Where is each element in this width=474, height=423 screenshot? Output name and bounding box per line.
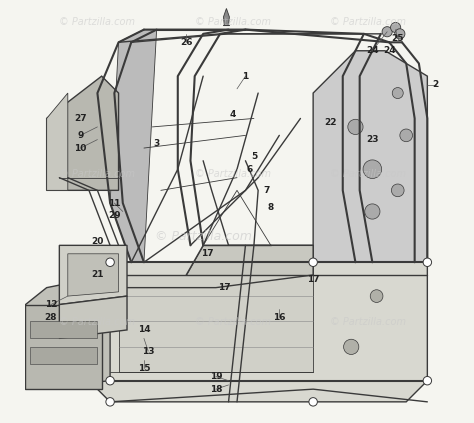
Text: 6: 6 bbox=[246, 165, 253, 174]
Text: 21: 21 bbox=[91, 270, 104, 280]
Polygon shape bbox=[26, 305, 101, 389]
Text: © Partzilla.com: © Partzilla.com bbox=[195, 169, 271, 179]
Text: 24: 24 bbox=[383, 46, 396, 55]
Circle shape bbox=[348, 119, 363, 135]
Text: 5: 5 bbox=[251, 152, 257, 161]
Text: © Partzilla.com: © Partzilla.com bbox=[330, 317, 406, 327]
Text: 14: 14 bbox=[137, 325, 150, 335]
Text: © Partzilla.com: © Partzilla.com bbox=[330, 169, 406, 179]
Text: 12: 12 bbox=[45, 300, 57, 309]
Text: 19: 19 bbox=[210, 372, 222, 381]
Text: 4: 4 bbox=[229, 110, 236, 119]
Text: © Partzilla.com: © Partzilla.com bbox=[59, 317, 136, 327]
Text: 9: 9 bbox=[77, 131, 84, 140]
Text: © Partzilla.com: © Partzilla.com bbox=[195, 17, 271, 27]
Text: 3: 3 bbox=[154, 139, 160, 148]
Circle shape bbox=[147, 324, 158, 335]
Polygon shape bbox=[68, 254, 118, 296]
Text: 25: 25 bbox=[392, 33, 404, 43]
Circle shape bbox=[370, 290, 383, 302]
Text: 17: 17 bbox=[201, 249, 214, 258]
Circle shape bbox=[423, 258, 432, 266]
Polygon shape bbox=[59, 245, 127, 305]
Polygon shape bbox=[59, 296, 127, 338]
Text: 8: 8 bbox=[268, 203, 274, 212]
Text: 26: 26 bbox=[180, 38, 192, 47]
Text: 17: 17 bbox=[307, 275, 319, 284]
Polygon shape bbox=[46, 76, 118, 190]
Text: © Partzilla.com: © Partzilla.com bbox=[59, 17, 136, 27]
Circle shape bbox=[392, 184, 404, 197]
Circle shape bbox=[272, 339, 287, 354]
Text: 16: 16 bbox=[273, 313, 285, 322]
Circle shape bbox=[309, 398, 318, 406]
Text: 24: 24 bbox=[366, 46, 379, 55]
Circle shape bbox=[400, 129, 412, 142]
Polygon shape bbox=[223, 8, 229, 25]
Circle shape bbox=[309, 258, 318, 266]
Text: 10: 10 bbox=[74, 143, 87, 153]
Polygon shape bbox=[30, 347, 98, 364]
Text: © Partzilla.com: © Partzilla.com bbox=[330, 17, 406, 27]
Circle shape bbox=[392, 88, 403, 99]
Text: © Partzilla.com: © Partzilla.com bbox=[155, 231, 252, 243]
Text: 2: 2 bbox=[433, 80, 439, 89]
Text: 1: 1 bbox=[242, 71, 248, 81]
Text: 28: 28 bbox=[45, 313, 57, 322]
Text: © Partzilla.com: © Partzilla.com bbox=[59, 169, 136, 179]
Circle shape bbox=[382, 27, 392, 37]
Text: 29: 29 bbox=[108, 211, 121, 220]
Circle shape bbox=[106, 398, 114, 406]
Text: 23: 23 bbox=[366, 135, 379, 144]
Polygon shape bbox=[46, 93, 68, 190]
Text: 18: 18 bbox=[210, 385, 222, 394]
Polygon shape bbox=[30, 321, 98, 338]
Text: 15: 15 bbox=[137, 363, 150, 373]
Circle shape bbox=[363, 160, 382, 179]
Circle shape bbox=[423, 376, 432, 385]
Text: 11: 11 bbox=[108, 198, 120, 208]
Text: © Partzilla.com: © Partzilla.com bbox=[195, 317, 271, 327]
Text: 7: 7 bbox=[264, 186, 270, 195]
Text: 22: 22 bbox=[324, 118, 337, 127]
Text: 13: 13 bbox=[142, 346, 155, 356]
Polygon shape bbox=[313, 51, 428, 262]
Circle shape bbox=[282, 290, 294, 302]
Circle shape bbox=[106, 376, 114, 385]
Circle shape bbox=[106, 258, 114, 266]
Circle shape bbox=[365, 204, 380, 219]
Polygon shape bbox=[186, 245, 313, 275]
Polygon shape bbox=[26, 275, 110, 389]
Polygon shape bbox=[110, 30, 156, 262]
Circle shape bbox=[344, 339, 359, 354]
Circle shape bbox=[395, 29, 405, 39]
Polygon shape bbox=[118, 275, 313, 372]
Text: 20: 20 bbox=[91, 236, 104, 246]
Polygon shape bbox=[89, 245, 428, 402]
Text: 17: 17 bbox=[218, 283, 231, 292]
Text: 27: 27 bbox=[74, 114, 87, 123]
Circle shape bbox=[391, 22, 401, 33]
